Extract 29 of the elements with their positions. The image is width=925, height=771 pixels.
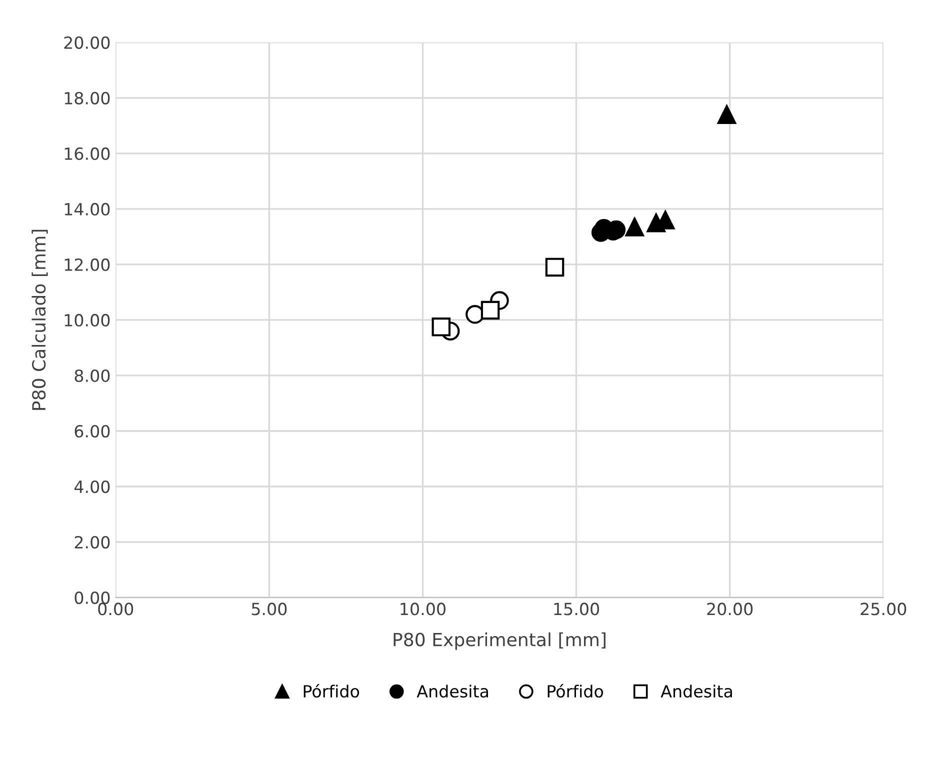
x-tick-label: 5.00 (252, 602, 287, 616)
point (432, 318, 451, 336)
point (480, 300, 500, 320)
y-tick-label: 2.00 (74, 536, 110, 549)
point (625, 218, 644, 236)
y-tick-label: 12.00 (64, 258, 110, 272)
y-tick-label: 0.00 (74, 591, 110, 604)
x-tick-label: 0.00 (98, 602, 134, 616)
legend-label: Andesita (416, 684, 488, 698)
x-axis-title: P80 Experimental [mm] (394, 632, 606, 650)
point (466, 305, 484, 324)
x-tick-label: 10.00 (400, 602, 446, 616)
point (717, 105, 736, 124)
y-tick-label: 8.00 (74, 369, 110, 382)
y-tick-label: 20.00 (64, 36, 110, 49)
y-tick-label: 18.00 (64, 92, 110, 104)
legend-label: Pórfido (304, 684, 360, 698)
x-tick-label: 15.00 (554, 602, 600, 616)
legend-label: Pórfido (548, 684, 604, 698)
y-tick-label: 16.00 (64, 147, 110, 160)
legend-label: Andesita (660, 684, 732, 698)
y-tick-label: 6.00 (74, 424, 110, 438)
x-tick-label: 25.00 (860, 602, 906, 616)
point (545, 258, 564, 277)
x-tick-label: 20.00 (707, 602, 753, 616)
y-tick-label: 14.00 (64, 202, 110, 216)
y-axis-title: P80 Calculado [mm] (32, 230, 48, 410)
y-tick-label: 4.00 (74, 480, 110, 494)
y-tick-label: 10.00 (64, 314, 110, 327)
